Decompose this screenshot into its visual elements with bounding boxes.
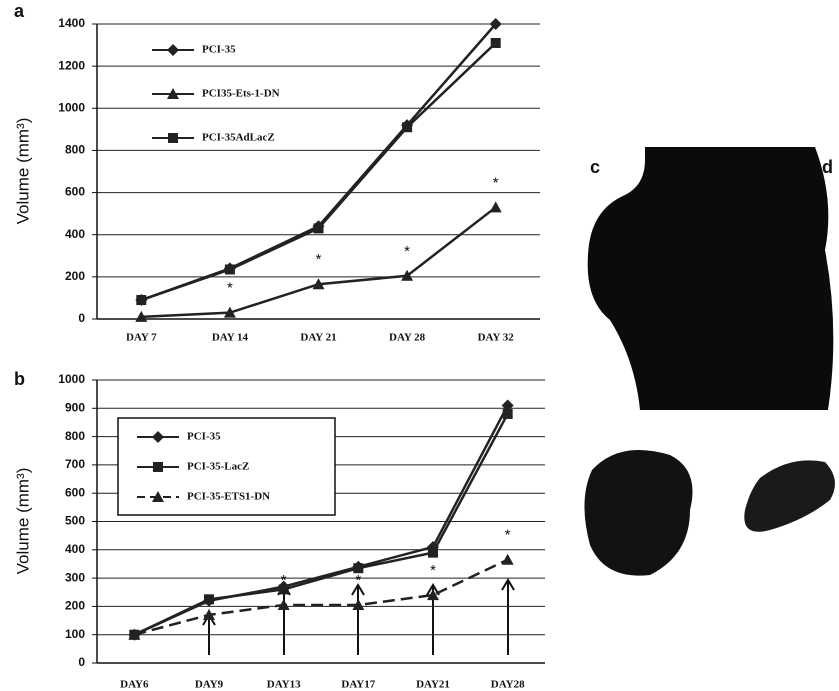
marker [128,628,141,640]
y-tick-label: 1200 [58,58,85,72]
legend-label: PCI-35 [202,44,236,56]
marker [501,553,514,565]
y-tick-label: 1000 [58,100,85,114]
annotation: * [493,174,499,191]
y-tick-label: 400 [65,227,85,241]
legend-label: PCI35-Ets-1-DN [202,88,280,100]
annotation: * [281,572,287,589]
x-tick-label: DAY13 [267,679,301,691]
marker [204,594,214,605]
x-tick-label: DAY17 [341,679,375,691]
x-tick-label: DAY 21 [300,332,336,344]
x-tick-label: DAY 7 [126,332,157,344]
y-tick-label: 700 [65,457,85,471]
y-tick-label: 100 [65,627,85,641]
marker [277,598,290,610]
marker [501,399,514,412]
y-tick-label: 200 [65,599,85,613]
marker [224,264,235,275]
x-tick-label: DAY28 [491,679,525,691]
x-tick-label: DAY9 [195,679,224,691]
legend-marker [152,491,164,502]
y-tick-label: 1400 [58,16,85,30]
y-tick-label: 500 [65,514,85,528]
y-tick-label: 900 [65,400,85,414]
panel-label: a [14,1,25,21]
annotation: * [227,280,233,297]
y-tick-label: 1000 [58,372,85,386]
y-tick-label: 300 [65,570,85,584]
marker [489,18,502,30]
x-tick-label: DAY6 [120,679,149,691]
y-tick-label: 600 [65,485,85,499]
marker [135,310,148,322]
marker [223,306,236,318]
legend-marker [153,462,163,472]
marker [312,278,325,290]
x-tick-label: DAY21 [416,679,450,691]
y-tick-label: 800 [65,429,85,443]
marker [401,269,414,281]
marker [136,295,147,306]
marker [278,584,289,595]
marker [402,122,413,133]
legend-marker [168,133,178,143]
y-tick-label: 200 [65,269,85,283]
panel-label: b [14,369,25,389]
marker [203,608,215,620]
series-line [133,413,509,636]
marker [427,589,439,601]
x-tick-label: DAY 14 [212,332,249,344]
legend-label: PCI-35 [187,431,221,443]
series-line [134,558,509,636]
panel-label: d [822,157,833,177]
y-axis-label: Volume (mm³) [13,468,32,575]
panel-label: c [590,157,600,177]
marker [313,223,324,234]
legend-marker [167,88,179,99]
arrows [202,578,515,655]
annotation: * [355,572,361,589]
marker [353,563,364,574]
photo [584,147,835,576]
y-tick-label: 0 [78,655,85,669]
y-tick-label: 600 [65,185,85,199]
marker [502,408,513,419]
legend-label: PCI-35-ETS1-DN [187,491,270,503]
annotation: * [430,562,436,579]
marker [428,547,438,558]
legend-label: PCI-35-LacZ [187,461,249,473]
legend-marker [152,431,164,443]
annotation: * [316,251,322,268]
x-tick-label: DAY 28 [389,332,426,344]
legend-label: PCI-35AdLacZ [202,132,275,144]
marker [489,201,502,213]
y-tick-label: 0 [78,311,85,325]
legend-marker [167,44,179,56]
y-tick-label: 800 [65,143,85,157]
annotation: * [404,243,410,260]
y-axis-label: Volume (mm³) [13,118,32,225]
marker [352,598,365,610]
marker [490,37,501,48]
y-tick-label: 400 [65,542,85,556]
x-tick-label: DAY 32 [478,332,515,344]
annotation: * [505,527,511,544]
